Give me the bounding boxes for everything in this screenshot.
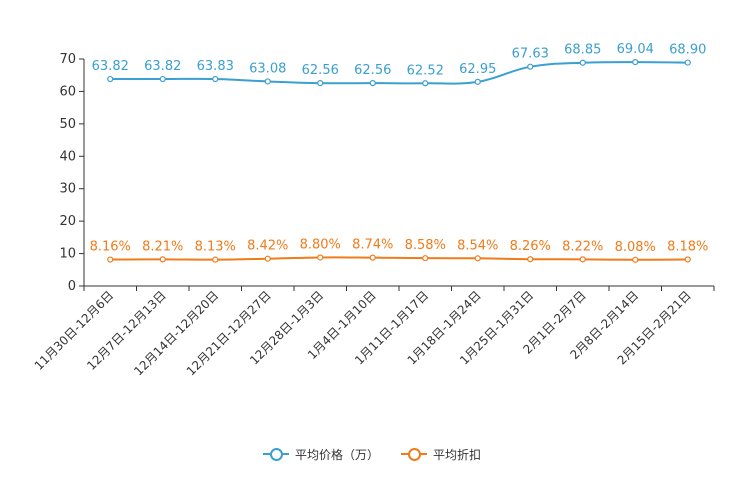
data-point-1 (527, 256, 534, 263)
data-point-0 (474, 78, 481, 85)
data-point-1 (264, 255, 271, 262)
data-label-1: 8.74% (352, 238, 393, 253)
series-line-0 (110, 61, 688, 85)
data-point-1 (474, 255, 481, 262)
y-tick-label: 70 (59, 52, 76, 67)
data-point-1 (632, 256, 639, 263)
data-label-0: 68.85 (564, 43, 601, 58)
legend-label-discount: 平均折扣 (433, 447, 482, 462)
data-label-1: 8.58% (405, 238, 446, 253)
data-point-1 (317, 254, 324, 261)
data-label-1: 8.26% (510, 239, 551, 254)
data-label-1: 8.08% (615, 240, 656, 255)
data-label-1: 8.18% (667, 239, 708, 254)
data-label-0: 68.90 (669, 43, 706, 58)
data-label-0: 62.56 (354, 63, 391, 78)
legend-ring-price (269, 448, 283, 461)
legend-item-price[interactable]: 平均价格（万） (262, 444, 379, 464)
data-label-0: 63.82 (144, 59, 181, 74)
data-label-0: 67.63 (512, 47, 549, 62)
y-tick-label: 40 (59, 149, 76, 164)
data-label-1: 8.16% (90, 240, 131, 255)
data-point-1 (422, 255, 429, 262)
data-point-0 (632, 59, 639, 66)
series-line-1 (110, 256, 688, 261)
y-tick-label: 60 (59, 84, 76, 99)
data-label-0: 62.95 (459, 62, 496, 77)
data-point-0 (369, 80, 376, 87)
legend: 平均价格（万） 平均折扣 (0, 444, 744, 464)
data-label-0: 69.04 (617, 42, 654, 57)
y-tick-label: 30 (59, 182, 76, 197)
data-point-1 (212, 256, 219, 263)
data-point-1 (159, 256, 166, 263)
legend-ring-discount (408, 448, 421, 461)
legend-marker-discount (401, 447, 427, 461)
data-point-0 (107, 75, 114, 83)
data-point-0 (317, 80, 324, 87)
data-point-0 (422, 80, 429, 87)
data-point-0 (159, 75, 166, 83)
legend-marker-price (262, 447, 289, 461)
data-label-1: 8.42% (247, 239, 288, 254)
data-label-0: 62.52 (407, 63, 444, 78)
data-label-1: 8.80% (300, 237, 341, 252)
y-tick-label: 50 (59, 117, 76, 132)
data-point-1 (579, 256, 586, 263)
data-label-1: 8.54% (457, 238, 498, 253)
data-point-0 (212, 75, 219, 83)
legend-label-price: 平均价格（万） (294, 447, 379, 462)
y-tick-label: 20 (59, 214, 76, 229)
legend-item-discount[interactable]: 平均折扣 (401, 444, 481, 464)
y-tick-label: 0 (68, 279, 76, 294)
data-point-0 (579, 59, 586, 66)
data-point-1 (369, 254, 376, 261)
data-point-0 (264, 78, 271, 85)
data-label-1: 8.13% (195, 240, 236, 255)
data-point-0 (527, 63, 534, 70)
data-label-0: 62.56 (302, 63, 339, 78)
data-label-0: 63.82 (92, 59, 129, 74)
data-label-0: 63.83 (197, 59, 234, 74)
data-label-0: 63.08 (249, 61, 286, 76)
data-point-1 (107, 256, 114, 263)
y-tick-label: 10 (59, 247, 76, 262)
data-point-1 (684, 256, 691, 263)
data-label-1: 8.22% (562, 239, 603, 254)
data-label-1: 8.21% (142, 239, 183, 254)
data-point-0 (684, 59, 691, 66)
